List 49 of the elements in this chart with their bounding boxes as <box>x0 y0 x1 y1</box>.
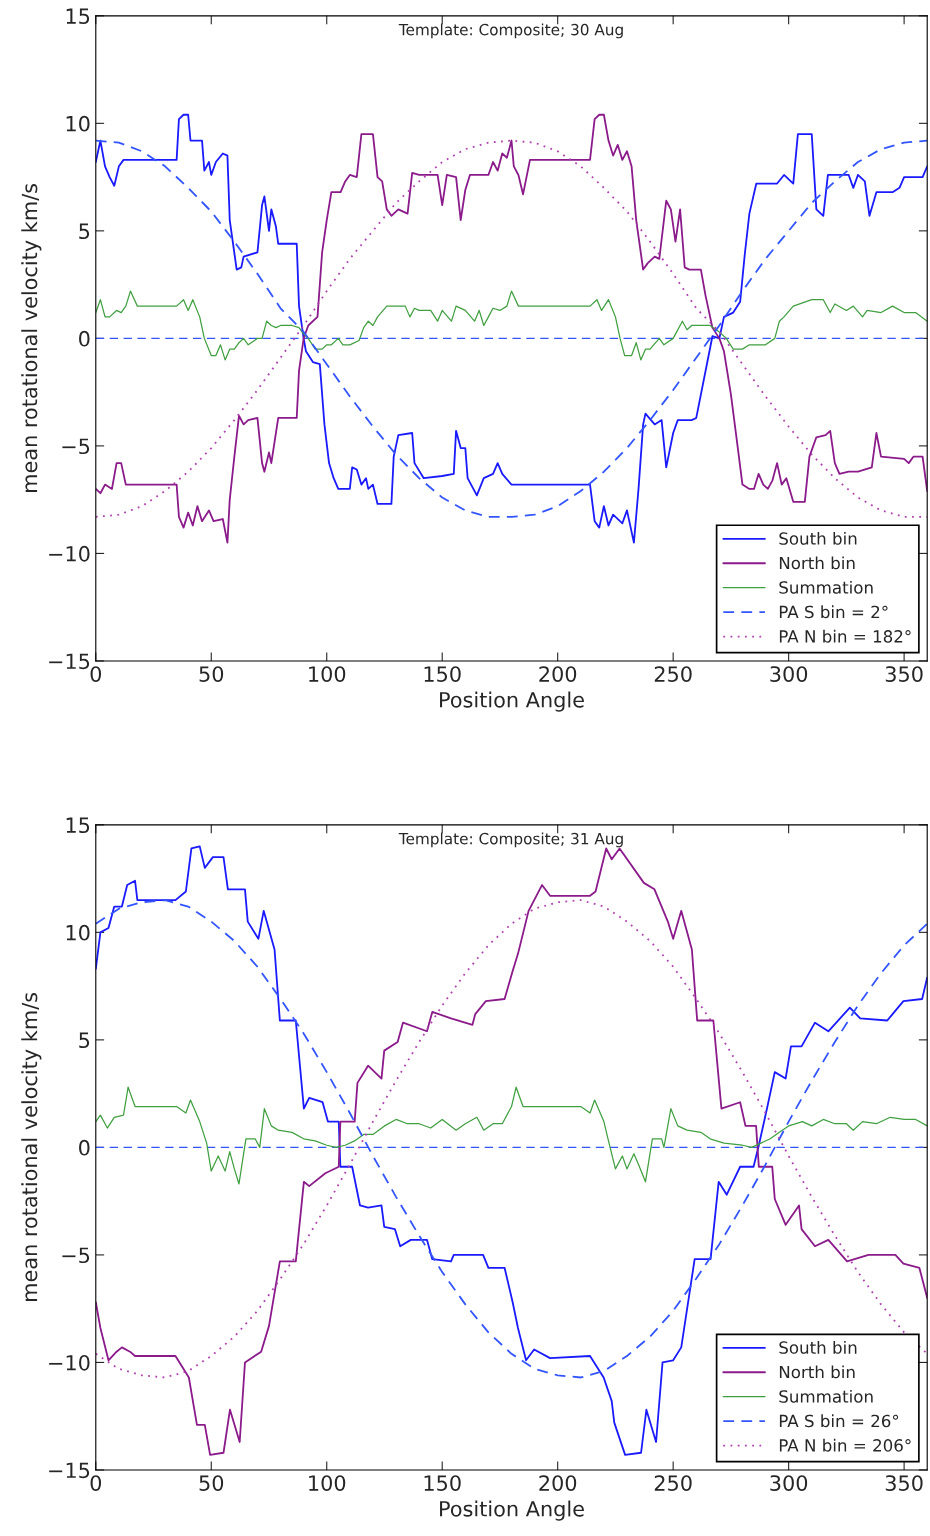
y-tick-label: −5 <box>62 438 90 455</box>
x-tick-label: 0 <box>90 666 102 682</box>
y-tick-label: 5 <box>79 223 90 240</box>
x-axis-title: Position Angle <box>440 1500 584 1521</box>
line-series <box>95 899 928 1379</box>
x-tick-label: 50 <box>199 1475 224 1491</box>
y-tick-label: −15 <box>49 653 90 670</box>
legend-label: PA S bin = 26° <box>779 1414 899 1428</box>
legend-label: Summation <box>779 580 873 594</box>
x-tick-label: 150 <box>424 666 461 682</box>
y-tick-label: 10 <box>66 924 90 941</box>
x-tick-label: 300 <box>770 666 808 682</box>
line-series <box>95 1086 928 1185</box>
y-tick-label: −10 <box>49 1354 90 1371</box>
legend-label: South bin <box>779 1340 857 1354</box>
x-tick-label: 250 <box>654 1475 692 1491</box>
y-tick-label: 15 <box>66 817 90 834</box>
legend-label: PA N bin = 206° <box>779 1438 911 1452</box>
x-axis-title: Position Angle <box>440 691 584 712</box>
legend-label: North bin <box>779 1365 855 1379</box>
y-tick-label: 0 <box>79 330 90 347</box>
y-tick-label: −15 <box>49 1462 90 1479</box>
legend-label: Summation <box>779 1389 873 1403</box>
y-tick-label: −10 <box>49 545 90 562</box>
x-tick-label: 200 <box>539 666 577 682</box>
x-tick-label: 100 <box>309 1475 346 1491</box>
chart-title: Template: Composite; 31 Aug <box>398 832 623 848</box>
x-tick-label: 50 <box>199 666 224 682</box>
x-tick-label: 300 <box>770 1475 808 1491</box>
x-tick-label: 350 <box>885 666 923 682</box>
line-series <box>95 290 928 361</box>
x-tick-label: 100 <box>309 666 346 682</box>
y-tick-label: 15 <box>66 8 90 25</box>
x-tick-label: 350 <box>885 1475 923 1491</box>
x-tick-label: 250 <box>654 666 692 682</box>
y-tick-label: 10 <box>66 115 90 132</box>
y-tick-label: 0 <box>79 1139 90 1156</box>
legend-label: PA N bin = 182° <box>779 629 911 643</box>
y-tick-label: −5 <box>62 1247 90 1264</box>
x-tick-label: 0 <box>90 1475 102 1491</box>
y-tick-label: 5 <box>79 1032 90 1049</box>
x-tick-label: 200 <box>539 1475 577 1491</box>
legend-label: PA S bin = 2° <box>779 605 888 619</box>
legend-label: South bin <box>779 531 857 545</box>
legend-label: North bin <box>779 556 855 570</box>
y-axis-title: mean rotational velocity km/s <box>21 183 42 492</box>
x-tick-label: 150 <box>424 1475 461 1491</box>
chart-title: Template: Composite; 30 Aug <box>398 23 623 39</box>
y-axis-title: mean rotational velocity km/s <box>21 992 42 1301</box>
